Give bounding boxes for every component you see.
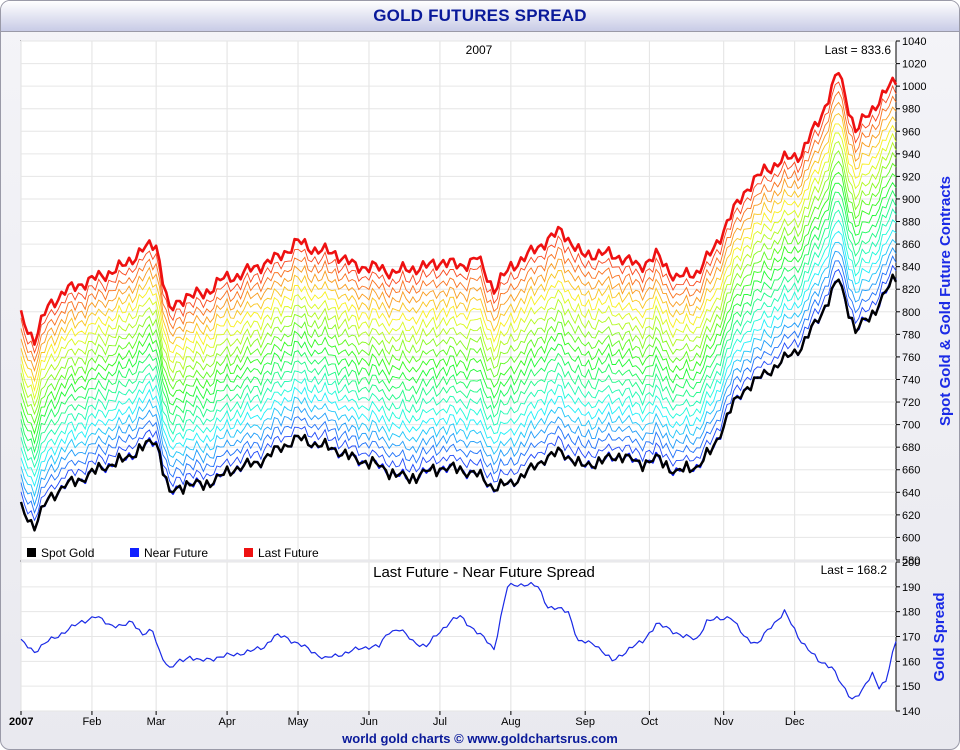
footer-credit: world gold charts © www.goldchartsrus.co… bbox=[342, 731, 618, 746]
y-tick-label: 150 bbox=[902, 681, 920, 693]
spread-axis-title: Gold Spread bbox=[931, 592, 948, 681]
spread-last-label: Last = 168.2 bbox=[821, 563, 888, 577]
contract-line-12 bbox=[20, 160, 897, 425]
y-tick-label: 140 bbox=[902, 706, 920, 718]
price-panel bbox=[20, 40, 897, 561]
y-tick-label: 940 bbox=[902, 149, 920, 161]
contract-line-14 bbox=[20, 140, 897, 408]
contract-line-7 bbox=[20, 208, 897, 469]
contract-line-9 bbox=[20, 189, 897, 454]
y-tick-label: 1000 bbox=[902, 81, 926, 93]
y-tick-label: 660 bbox=[902, 465, 920, 477]
y-tick-label: 920 bbox=[902, 171, 920, 183]
last-future-line bbox=[19, 71, 898, 346]
y-tick-label: 960 bbox=[902, 126, 920, 138]
y-tick-label: 700 bbox=[902, 420, 920, 432]
y-tick-label: 180 bbox=[902, 607, 920, 619]
y-tick-label: 780 bbox=[902, 329, 920, 341]
y-tick-label: 860 bbox=[902, 239, 920, 251]
y-tick-label: 820 bbox=[902, 284, 920, 296]
contract-line-19 bbox=[20, 90, 897, 363]
y-tick-label: 580 bbox=[902, 555, 920, 567]
contract-line-10 bbox=[20, 181, 897, 445]
x-tick-label: Dec bbox=[785, 716, 805, 728]
intermediate-contracts bbox=[20, 81, 897, 522]
contract-line-13 bbox=[20, 150, 897, 416]
chart-title: GOLD FUTURES SPREAD bbox=[373, 6, 587, 25]
contract-line-15 bbox=[20, 132, 897, 401]
y-tick-label: 880 bbox=[902, 217, 920, 229]
x-tick-label: Oct bbox=[641, 716, 658, 728]
price-axis-title: Spot Gold & Gold Future Contracts bbox=[937, 176, 954, 426]
contract-line-2 bbox=[20, 255, 897, 515]
y-tick-label: 170 bbox=[902, 632, 920, 644]
contract-line-16 bbox=[20, 123, 897, 392]
spot-gold-line bbox=[19, 273, 898, 532]
y-tick-label: 160 bbox=[902, 656, 920, 668]
x-tick-label: Sep bbox=[575, 716, 595, 728]
contract-line-3 bbox=[20, 246, 897, 507]
x-tick-label: 2007 bbox=[9, 716, 33, 728]
y-tick-label: 720 bbox=[902, 397, 920, 409]
y-tick-label: 680 bbox=[902, 442, 920, 454]
spread-panel-title: Last Future - Near Future Spread bbox=[373, 564, 595, 581]
legend-swatch bbox=[244, 548, 253, 557]
x-tick-label: May bbox=[288, 716, 309, 728]
y-tick-label: 200 bbox=[902, 557, 920, 569]
x-tick-label: Nov bbox=[714, 716, 734, 728]
title-bar: GOLD FUTURES SPREAD bbox=[1, 1, 959, 32]
x-tick-label: Feb bbox=[82, 716, 101, 728]
legend: Spot Gold Near Future Last Future bbox=[27, 546, 319, 560]
contract-line-6 bbox=[20, 219, 897, 478]
contract-line-18 bbox=[20, 101, 897, 372]
y-tick-label: 900 bbox=[902, 194, 920, 206]
y-tick-label: 1040 bbox=[902, 36, 926, 48]
contract-line-5 bbox=[20, 229, 897, 488]
y-tick-label: 600 bbox=[902, 532, 920, 544]
contract-line-20 bbox=[20, 81, 897, 355]
y-tick-label: 980 bbox=[902, 104, 920, 116]
spread-line bbox=[20, 581, 897, 700]
price-last-label: Last = 833.6 bbox=[825, 43, 892, 57]
legend-label: Near Future bbox=[144, 546, 208, 560]
legend-label: Spot Gold bbox=[41, 546, 94, 560]
contract-line-11 bbox=[20, 171, 897, 435]
price-panel-title: 2007 bbox=[466, 43, 493, 57]
y-tick-label: 1020 bbox=[902, 59, 926, 71]
contract-line-1 bbox=[20, 264, 897, 522]
legend-swatch bbox=[27, 548, 36, 557]
y-tick-label: 740 bbox=[902, 374, 920, 386]
x-tick-label: Aug bbox=[501, 716, 521, 728]
y-tick-label: 800 bbox=[902, 307, 920, 319]
x-tick-label: Apr bbox=[219, 716, 236, 728]
y-tick-label: 190 bbox=[902, 582, 920, 594]
legend-label: Last Future bbox=[258, 546, 319, 560]
y-tick-label: 620 bbox=[902, 510, 920, 522]
y-tick-label: 760 bbox=[902, 352, 920, 364]
x-tick-label: Jul bbox=[433, 716, 447, 728]
contract-line-4 bbox=[20, 238, 897, 498]
y-tick-label: 640 bbox=[902, 487, 920, 499]
legend-swatch bbox=[130, 548, 139, 557]
contract-line-8 bbox=[20, 198, 897, 461]
x-tick-label: Mar bbox=[147, 716, 166, 728]
contract-line-17 bbox=[20, 113, 897, 383]
x-tick-label: Jun bbox=[360, 716, 378, 728]
y-tick-label: 840 bbox=[902, 262, 920, 274]
